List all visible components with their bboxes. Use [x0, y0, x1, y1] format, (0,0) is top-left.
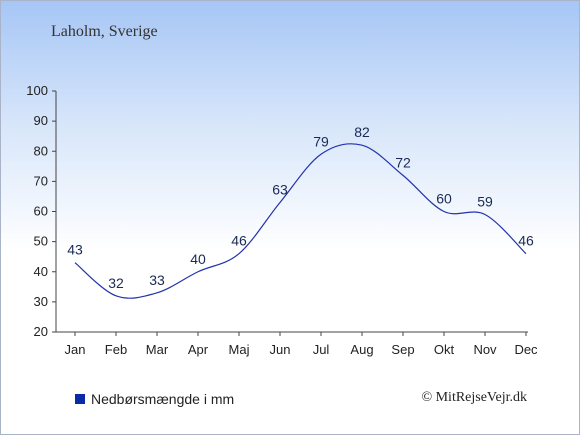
data-label: 46 [518, 233, 534, 249]
x-tick-label: Dec [514, 342, 538, 357]
credit-text: © MitRejseVejr.dk [421, 390, 527, 405]
y-tick-label: 30 [34, 294, 48, 309]
precipitation-series-line [74, 143, 527, 299]
y-tick-label: 60 [34, 204, 48, 219]
legend-label: Nedbørsmængde i mm [91, 391, 235, 407]
data-label: 79 [313, 133, 329, 149]
y-tick-label: 100 [26, 83, 48, 98]
data-label: 46 [231, 233, 247, 249]
chart-title: Laholm, Sverige [51, 23, 158, 40]
y-tick-label: 90 [34, 113, 48, 128]
data-label: 33 [149, 272, 165, 288]
x-tick-label: Okt [434, 342, 455, 357]
x-tick-label: Apr [188, 342, 209, 357]
y-tick-label: 50 [34, 234, 48, 249]
legend: Nedbørsmængde i mm [75, 391, 234, 407]
y-tick-label: 40 [34, 264, 48, 279]
data-label: 82 [354, 124, 370, 140]
data-label: 43 [67, 242, 83, 258]
y-tick-label: 70 [34, 173, 48, 188]
x-tick-label: Nov [473, 342, 497, 357]
x-tick-label: Feb [105, 342, 127, 357]
y-tick-label: 20 [34, 324, 48, 339]
x-tick-label: Aug [350, 342, 373, 357]
x-tick-label: Mar [146, 342, 169, 357]
x-tick-label: Maj [229, 342, 250, 357]
x-tick-label: Jun [270, 342, 291, 357]
legend-swatch [75, 394, 85, 404]
data-label: 60 [436, 191, 452, 207]
data-label: 63 [272, 181, 288, 197]
y-tick-label: 80 [34, 143, 48, 158]
x-tick-label: Sep [391, 342, 414, 357]
x-tick-label: Jul [313, 342, 330, 357]
data-label: 72 [395, 154, 411, 170]
x-tick-label: Jan [65, 342, 86, 357]
data-label: 32 [108, 275, 124, 291]
data-label: 40 [190, 251, 206, 267]
data-label: 59 [477, 194, 493, 210]
